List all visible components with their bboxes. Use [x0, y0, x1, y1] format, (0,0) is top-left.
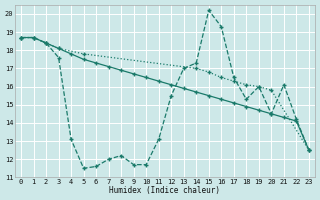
X-axis label: Humidex (Indice chaleur): Humidex (Indice chaleur): [109, 186, 220, 195]
